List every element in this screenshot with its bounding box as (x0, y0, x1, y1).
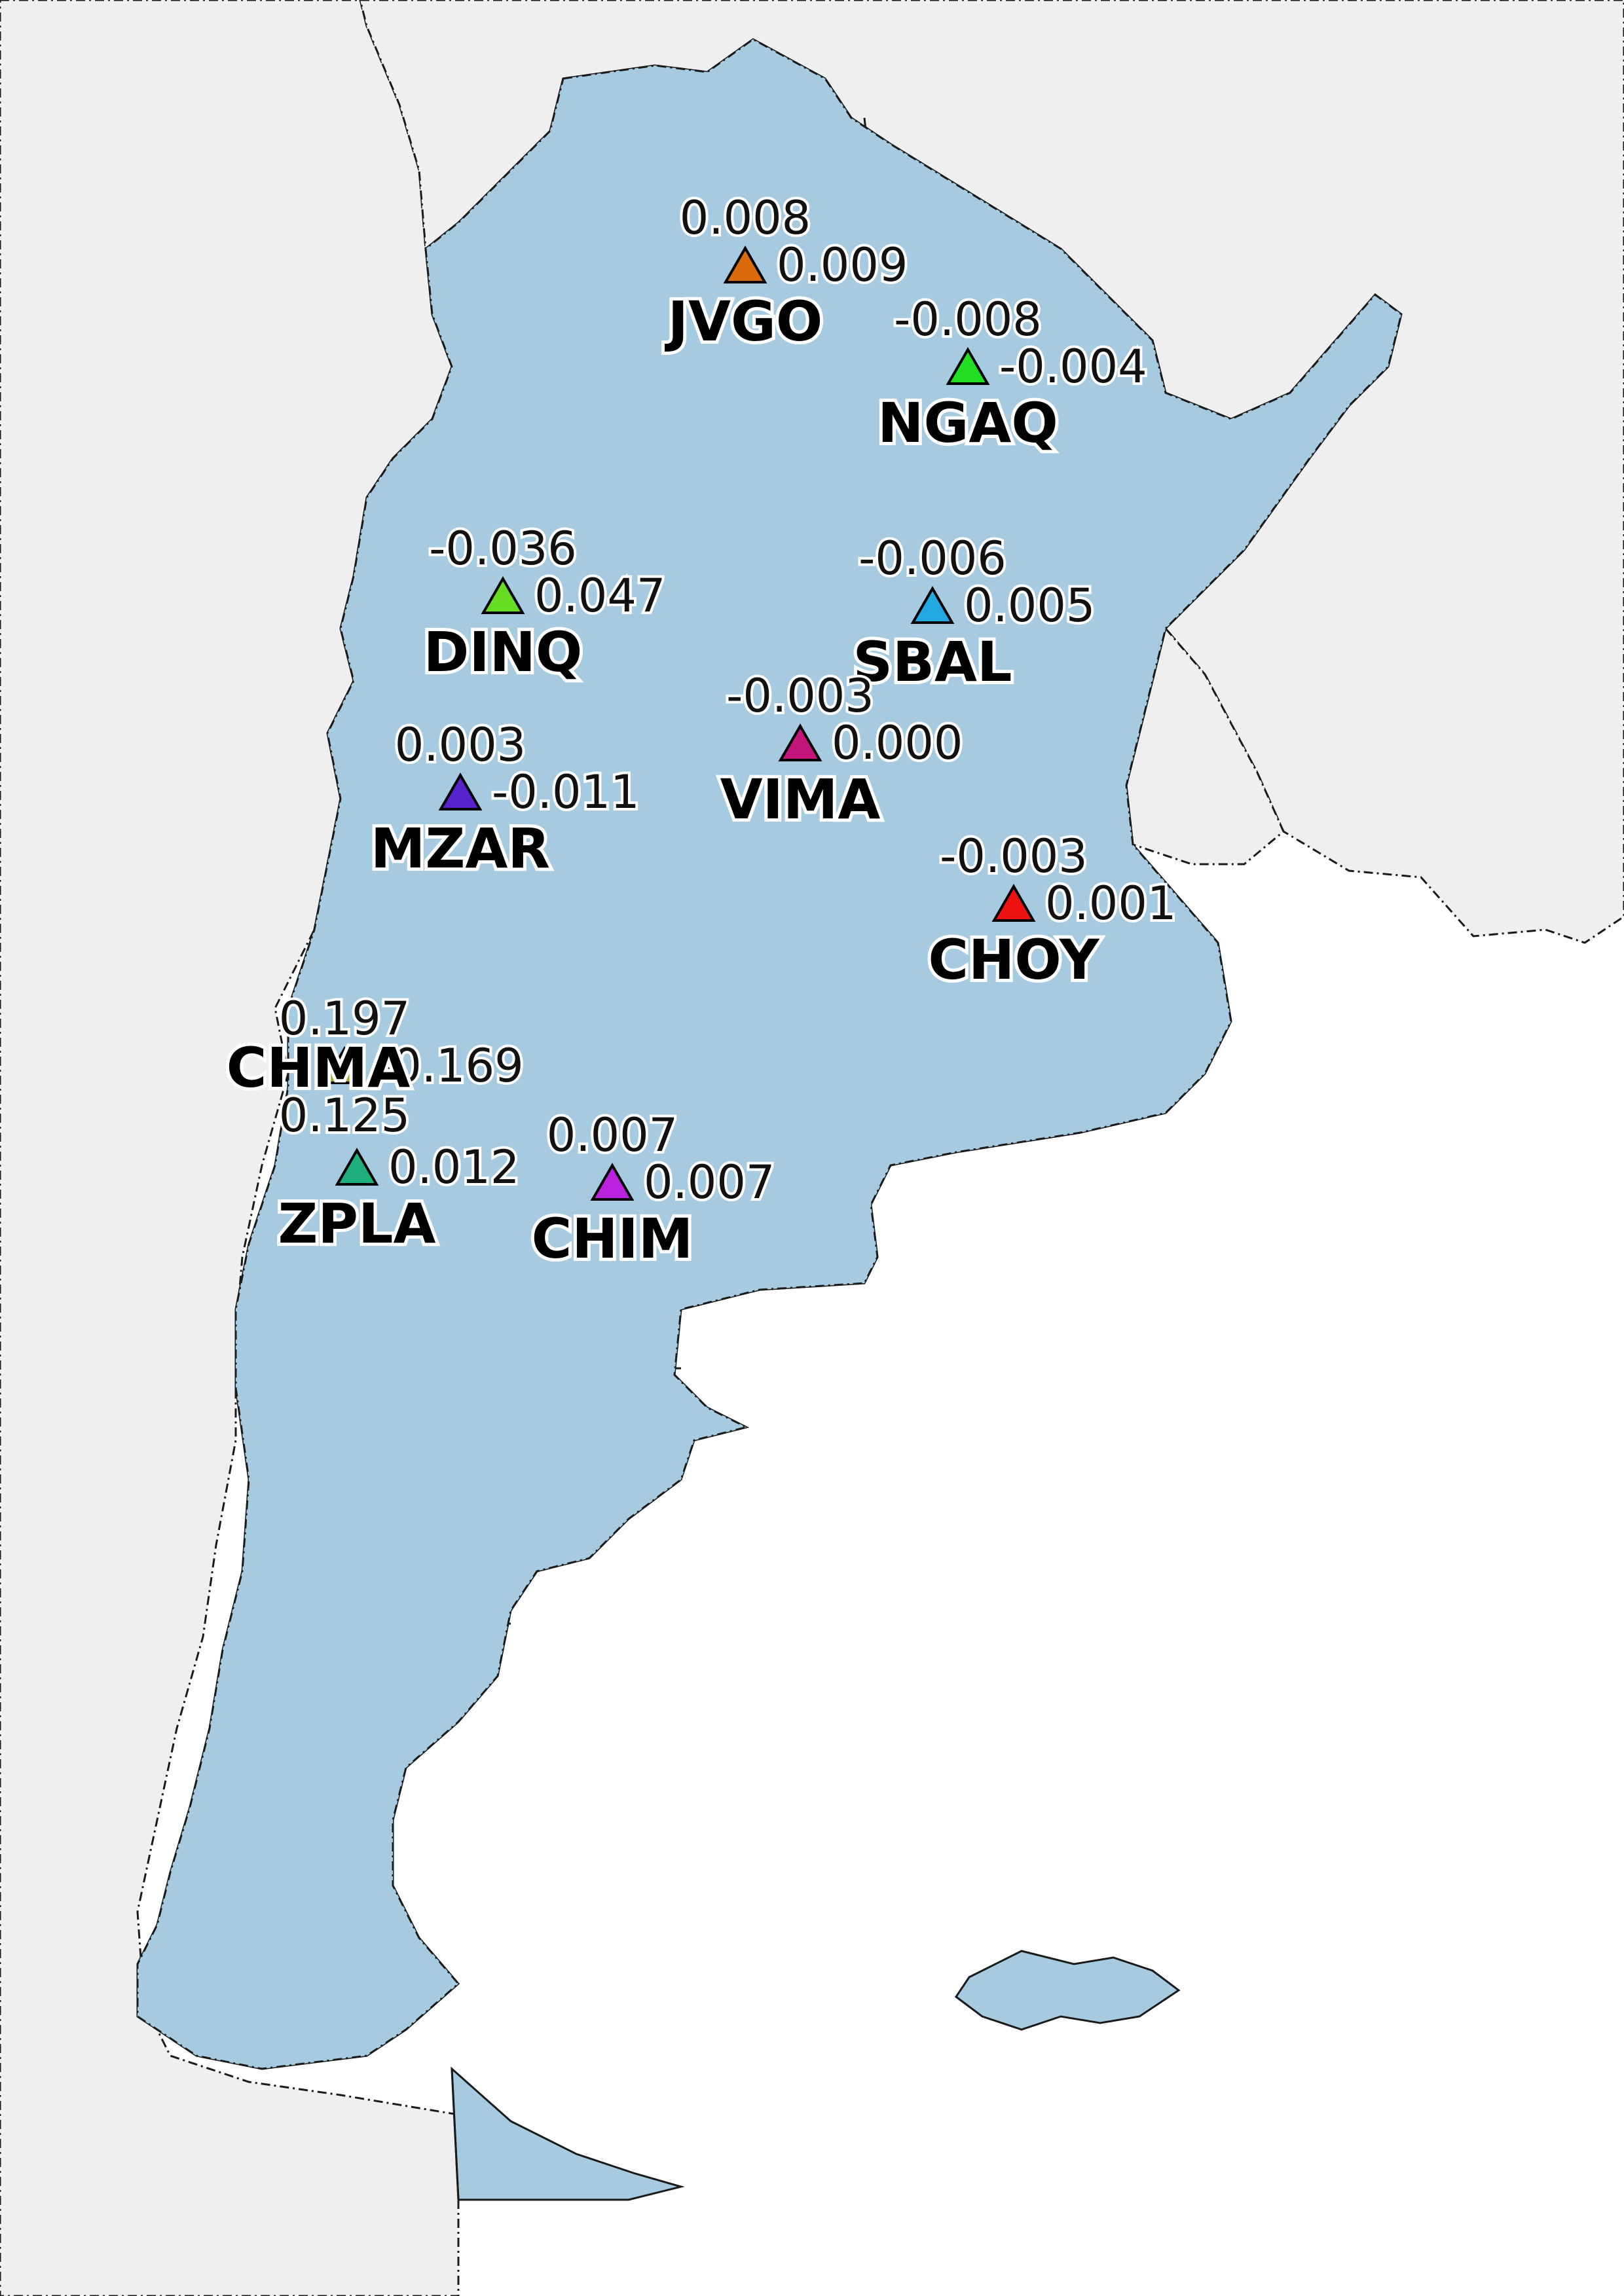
station-value-right: -0.169 (376, 1039, 524, 1093)
station-value-top: -0.036 (429, 522, 577, 575)
station-value-right: 0.005 (964, 579, 1095, 632)
station-value-bottom: 0.125 (279, 1089, 410, 1142)
station-value-right: -0.011 (492, 765, 640, 819)
station-code-label: CHIM (532, 1207, 693, 1271)
station-marker-triangle[interactable] (946, 346, 990, 385)
falkland-islands (954, 1950, 1181, 2031)
station-value-right: 0.047 (534, 569, 665, 623)
station-code-label: DINQ (424, 620, 583, 684)
station-value-right: -0.004 (999, 340, 1147, 393)
station-code-label: NGAQ (877, 391, 1058, 455)
station-marker-triangle[interactable] (481, 575, 525, 614)
station-marker-triangle[interactable] (438, 772, 483, 811)
station-code-label: SBAL (853, 630, 1012, 694)
station-marker-triangle[interactable] (322, 1046, 367, 1084)
station-value-top: 0.008 (680, 191, 811, 245)
station-code-label: VIMA (720, 767, 881, 831)
station-marker-triangle[interactable] (723, 245, 767, 283)
station-marker-triangle[interactable] (590, 1162, 635, 1201)
argentina (136, 38, 1403, 2201)
station-value-top: 0.003 (395, 718, 526, 772)
station-value-right: 0.001 (1045, 877, 1176, 930)
tierra-del-fuego (451, 2066, 685, 2201)
station-code-label: CHOY (928, 928, 1099, 992)
station-value-top: -0.003 (726, 669, 874, 723)
station-value-top: -0.008 (894, 293, 1042, 346)
station-value-top: 0.007 (547, 1108, 678, 1162)
station-code-label: JVGO (665, 289, 823, 354)
station-marker-triangle[interactable] (335, 1147, 379, 1186)
station-marker-triangle[interactable] (910, 585, 955, 624)
province-border (451, 2068, 460, 2200)
station-marker-triangle[interactable] (991, 883, 1036, 922)
station-code-label: CHMA (227, 1036, 411, 1100)
chile-region (0, 0, 460, 2296)
station-value-top: -0.003 (940, 829, 1088, 883)
station-value-right: 0.012 (388, 1140, 519, 1194)
station-value-top: 0.197 (279, 992, 410, 1046)
station-value-top: -0.006 (858, 532, 1006, 585)
station-marker-triangle[interactable] (778, 723, 822, 761)
station-code-label: ZPLA (278, 1192, 435, 1256)
station-value-right: 0.007 (644, 1156, 775, 1209)
station-code-label: MZAR (371, 816, 550, 881)
station-value-right: 0.000 (832, 716, 963, 770)
station-value-right: 0.009 (777, 238, 908, 292)
